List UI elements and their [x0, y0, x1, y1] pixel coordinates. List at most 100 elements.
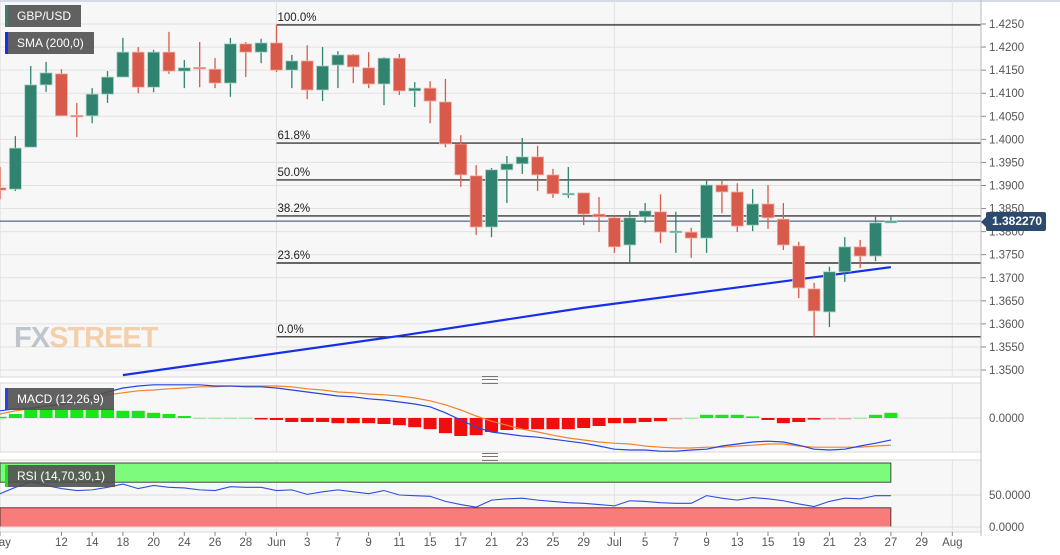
x-tick-label: Jun	[267, 537, 286, 549]
sma-label[interactable]: SMA (200,0)	[5, 32, 94, 54]
candle	[515, 137, 529, 174]
x-tick-label: 20	[147, 537, 160, 549]
candle-body	[131, 51, 145, 88]
candle	[254, 38, 268, 64]
candle	[684, 227, 698, 258]
fibonacci-level-label: 0.0%	[277, 324, 303, 336]
rsi-tick-label: 50.0000	[989, 490, 1031, 502]
macd-histogram-bar	[531, 418, 545, 430]
rsi-label[interactable]: RSI (14,70,30,1)	[5, 465, 116, 487]
rsi-label-text: RSI (14,70,30,1)	[17, 469, 106, 483]
candle	[500, 155, 514, 204]
macd-histogram-bar	[838, 418, 852, 420]
candle-body	[39, 72, 53, 86]
candle-body	[116, 51, 130, 78]
candle-body	[85, 93, 99, 117]
macd-histogram-bar	[70, 410, 84, 418]
x-tick-label: 18	[116, 537, 129, 549]
candle-body	[531, 156, 544, 176]
x-tick-label: 27	[884, 537, 897, 549]
macd-histogram-bar	[546, 418, 560, 430]
candle	[331, 51, 345, 89]
macd-histogram-bar	[362, 418, 376, 424]
x-tick-label: 24	[178, 537, 191, 549]
candle	[715, 180, 729, 214]
macd-histogram-bar	[116, 410, 130, 418]
candle-body	[193, 66, 207, 70]
price-tick-label: 1.3900	[989, 180, 1024, 192]
macd-histogram-bar	[239, 417, 253, 420]
macd-histogram-bar	[39, 408, 53, 418]
candle	[608, 215, 621, 253]
candle	[208, 58, 222, 89]
x-tick-label: 7	[673, 537, 679, 549]
candle	[531, 145, 544, 192]
macd-label[interactable]: MACD (12,26,9)	[5, 388, 114, 410]
macd-histogram-bar	[853, 417, 867, 420]
candle-body	[638, 210, 652, 218]
macd-histogram-bar	[8, 414, 22, 418]
x-tick-label: 14	[86, 537, 99, 549]
macd-histogram-bar	[162, 414, 176, 418]
candle-body	[70, 114, 84, 118]
candle-body	[715, 184, 729, 193]
price-tick-label: 1.3500	[989, 365, 1024, 377]
candle-body	[853, 246, 867, 257]
candle	[592, 197, 606, 233]
price-tick-label: 1.4250	[989, 19, 1024, 31]
macd-histogram-bar	[515, 418, 529, 430]
macd-panel-resize-handle[interactable]	[482, 376, 498, 384]
candle-body	[392, 57, 406, 92]
candle	[55, 69, 68, 117]
fibonacci-level-label: 100.0%	[277, 12, 316, 24]
candle	[669, 211, 683, 253]
macd-histogram-bar	[638, 418, 652, 422]
candle	[101, 71, 114, 103]
x-tick-label: 3	[304, 537, 310, 549]
candle-body	[270, 42, 283, 71]
x-tick-label: 7	[335, 537, 341, 549]
macd-histogram-bar	[669, 418, 683, 420]
candle-body	[24, 84, 38, 148]
candle	[239, 41, 253, 78]
fibonacci-level-label: 23.6%	[277, 250, 310, 262]
fibonacci-level-label: 50.0%	[277, 167, 310, 179]
candle	[408, 82, 422, 108]
macd-line	[0, 384, 892, 452]
price-tick-label: 1.4200	[989, 42, 1024, 54]
instrument-label[interactable]: GBP/USD	[5, 5, 82, 27]
rsi-panel-resize-handle[interactable]	[482, 453, 498, 461]
candle	[300, 45, 314, 100]
macd-histogram-bar	[822, 418, 836, 420]
x-tick-label: 5	[642, 537, 648, 549]
price-tick-label: 1.4000	[989, 134, 1024, 146]
current-price-tag: 1.382270	[980, 212, 1047, 231]
candle	[577, 192, 591, 226]
price-tick-label: 1.3550	[989, 342, 1024, 354]
macd-histogram-bar	[316, 418, 330, 422]
candle-body	[177, 67, 191, 72]
candle-body	[546, 174, 560, 195]
macd-histogram-bar	[408, 418, 422, 428]
x-tick-label: 23	[516, 537, 529, 549]
macd-histogram-bar	[24, 408, 38, 418]
candle	[39, 61, 53, 92]
price-tick-label: 1.4100	[989, 88, 1024, 100]
x-tick-label: May	[0, 537, 11, 549]
logo-fx: FX	[14, 322, 50, 354]
candle	[884, 215, 898, 224]
x-tick-label: 13	[731, 537, 744, 549]
candle-body	[147, 51, 161, 88]
macd-histogram-bar	[792, 418, 806, 422]
sma-color-stripe	[5, 32, 8, 54]
rsi-line	[0, 481, 891, 508]
macd-histogram-bar	[776, 418, 790, 424]
candle	[869, 215, 882, 262]
price-tick-label: 1.3950	[989, 157, 1024, 169]
candle	[177, 59, 191, 89]
candle	[85, 88, 99, 124]
x-tick-label: 25	[547, 537, 560, 549]
candle-body	[684, 231, 698, 239]
candle	[162, 31, 176, 74]
